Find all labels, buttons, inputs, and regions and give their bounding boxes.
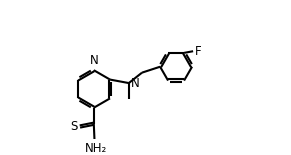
Text: F: F (195, 45, 201, 58)
Text: NH₂: NH₂ (85, 142, 107, 155)
Text: N: N (131, 77, 140, 90)
Text: N: N (89, 54, 98, 67)
Text: S: S (70, 120, 78, 133)
